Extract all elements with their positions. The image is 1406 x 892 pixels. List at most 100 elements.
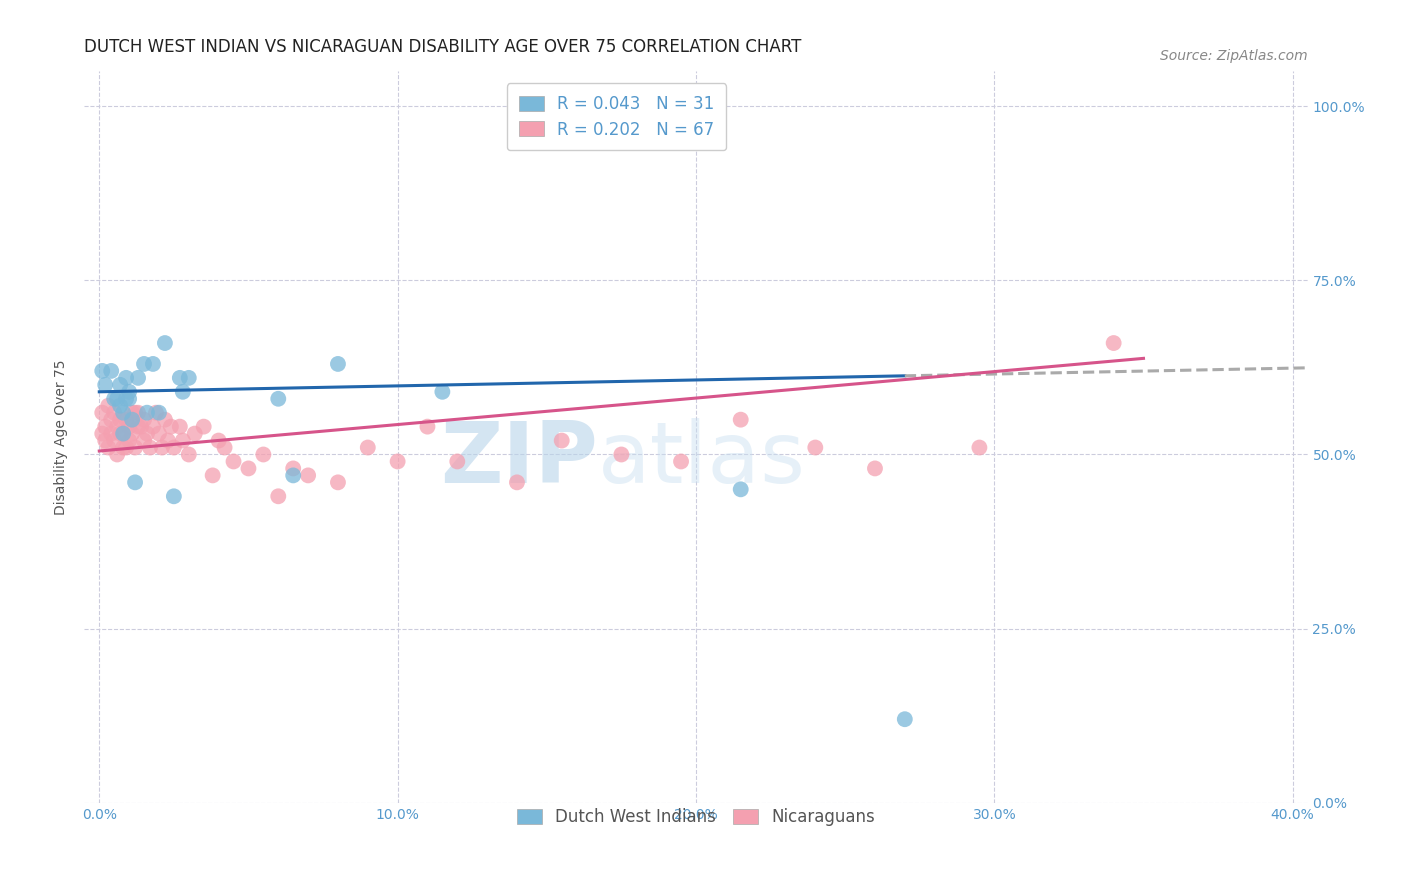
Point — [136, 426, 159, 441]
Point — [446, 454, 468, 468]
Point — [112, 426, 135, 441]
Point — [730, 412, 752, 426]
Point — [108, 426, 131, 441]
Point — [105, 448, 128, 462]
Point — [169, 371, 191, 385]
Point — [416, 419, 439, 434]
Point — [163, 489, 186, 503]
Point — [124, 475, 146, 490]
Point — [150, 441, 173, 455]
Point — [100, 412, 122, 426]
Point — [132, 357, 155, 371]
Point — [112, 441, 135, 455]
Point — [118, 419, 141, 434]
Text: ZIP: ZIP — [440, 417, 598, 500]
Point — [132, 412, 155, 426]
Point — [115, 412, 138, 426]
Point — [91, 406, 114, 420]
Point — [112, 406, 135, 420]
Point — [105, 392, 128, 406]
Point — [551, 434, 574, 448]
Point — [610, 448, 633, 462]
Point — [97, 441, 120, 455]
Point — [169, 419, 191, 434]
Point — [112, 426, 135, 441]
Point — [267, 392, 290, 406]
Point — [283, 468, 305, 483]
Point — [222, 454, 245, 468]
Point — [669, 454, 692, 468]
Point — [297, 468, 319, 483]
Point — [730, 483, 752, 497]
Point — [103, 434, 125, 448]
Point — [127, 371, 149, 385]
Point — [863, 461, 886, 475]
Point — [177, 448, 200, 462]
Point — [100, 426, 122, 441]
Text: DUTCH WEST INDIAN VS NICARAGUAN DISABILITY AGE OVER 75 CORRELATION CHART: DUTCH WEST INDIAN VS NICARAGUAN DISABILI… — [84, 38, 801, 56]
Point — [118, 434, 141, 448]
Point — [103, 392, 125, 406]
Point — [326, 475, 349, 490]
Point — [142, 357, 165, 371]
Point — [91, 364, 114, 378]
Point — [804, 441, 827, 455]
Point — [91, 426, 114, 441]
Point — [201, 468, 224, 483]
Point — [145, 406, 167, 420]
Text: atlas: atlas — [598, 417, 806, 500]
Point — [214, 441, 236, 455]
Point — [115, 371, 138, 385]
Point — [136, 406, 159, 420]
Point — [184, 426, 207, 441]
Point — [121, 426, 143, 441]
Point — [103, 406, 125, 420]
Point — [193, 419, 215, 434]
Point — [148, 406, 170, 420]
Point — [142, 419, 165, 434]
Point — [432, 384, 454, 399]
Point — [172, 434, 194, 448]
Point — [94, 419, 117, 434]
Point — [108, 399, 131, 413]
Point — [108, 412, 131, 426]
Point — [129, 419, 152, 434]
Text: Source: ZipAtlas.com: Source: ZipAtlas.com — [1160, 48, 1308, 62]
Point — [100, 364, 122, 378]
Y-axis label: Disability Age Over 75: Disability Age Over 75 — [55, 359, 69, 515]
Point — [94, 434, 117, 448]
Point — [121, 412, 143, 426]
Point — [132, 434, 155, 448]
Point — [97, 399, 120, 413]
Point — [105, 419, 128, 434]
Point — [283, 461, 305, 475]
Point — [357, 441, 380, 455]
Point — [969, 441, 991, 455]
Point — [115, 441, 138, 455]
Point — [160, 419, 183, 434]
Point — [387, 454, 409, 468]
Point — [124, 441, 146, 455]
Point — [153, 412, 176, 426]
Point — [118, 392, 141, 406]
Point — [163, 441, 186, 455]
Point — [894, 712, 917, 726]
Point — [94, 377, 117, 392]
Point — [207, 434, 229, 448]
Point — [127, 419, 149, 434]
Point — [108, 377, 131, 392]
Point — [127, 406, 149, 420]
Point — [172, 384, 194, 399]
Point — [153, 336, 176, 351]
Point — [326, 357, 349, 371]
Point — [506, 475, 529, 490]
Point — [118, 384, 141, 399]
Point — [1102, 336, 1125, 351]
Point — [121, 406, 143, 420]
Point — [156, 434, 179, 448]
Point — [252, 448, 274, 462]
Point — [124, 406, 146, 420]
Point — [177, 371, 200, 385]
Point — [148, 426, 170, 441]
Point — [115, 392, 138, 406]
